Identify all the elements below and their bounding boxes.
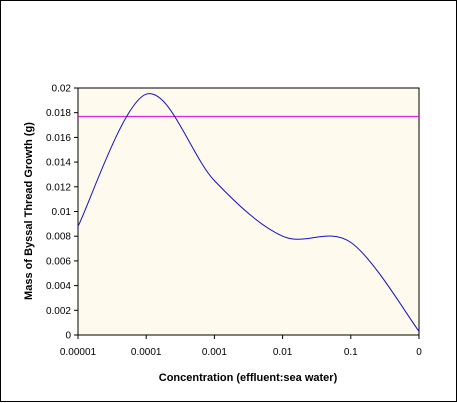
y-tick-label: 0.002 [46, 306, 71, 317]
x-tick-label: 0.00001 [60, 347, 97, 358]
y-axis: 0 0.002 0.004 0.006 0.008 0.01 0.012 0.014 0.016… [46, 84, 78, 342]
y-tick-label: 0.006 [46, 256, 71, 267]
y-axis-title: Mass of Byssal Thread Growth (g) [23, 122, 35, 300]
y-tick-label: 0 [65, 331, 71, 342]
y-tick-label: 0.012 [46, 182, 71, 193]
x-axis-title: Concentration (effluent:sea water) [159, 372, 338, 384]
plot-area [77, 87, 420, 336]
x-tick-label: 0 [416, 347, 422, 358]
x-axis: 0.00001 0.0001 0.001 0.01 0.1 0 [60, 335, 422, 358]
y-tick-label: 0.008 [46, 232, 71, 243]
y-tick-label: 0.02 [52, 84, 72, 95]
series-line [77, 93, 420, 332]
y-tick-label: 0.018 [46, 108, 71, 119]
x-tick-label: 0.1 [344, 347, 358, 358]
x-tick-label: 0.0001 [131, 347, 162, 358]
y-tick-label: 0.004 [46, 281, 71, 292]
y-tick-label: 0.014 [46, 158, 71, 169]
x-tick-label: 0.001 [202, 347, 227, 358]
y-tick-label: 0.01 [52, 207, 72, 218]
y-tick-label: 0.016 [46, 133, 71, 144]
x-tick-label: 0.01 [273, 347, 293, 358]
